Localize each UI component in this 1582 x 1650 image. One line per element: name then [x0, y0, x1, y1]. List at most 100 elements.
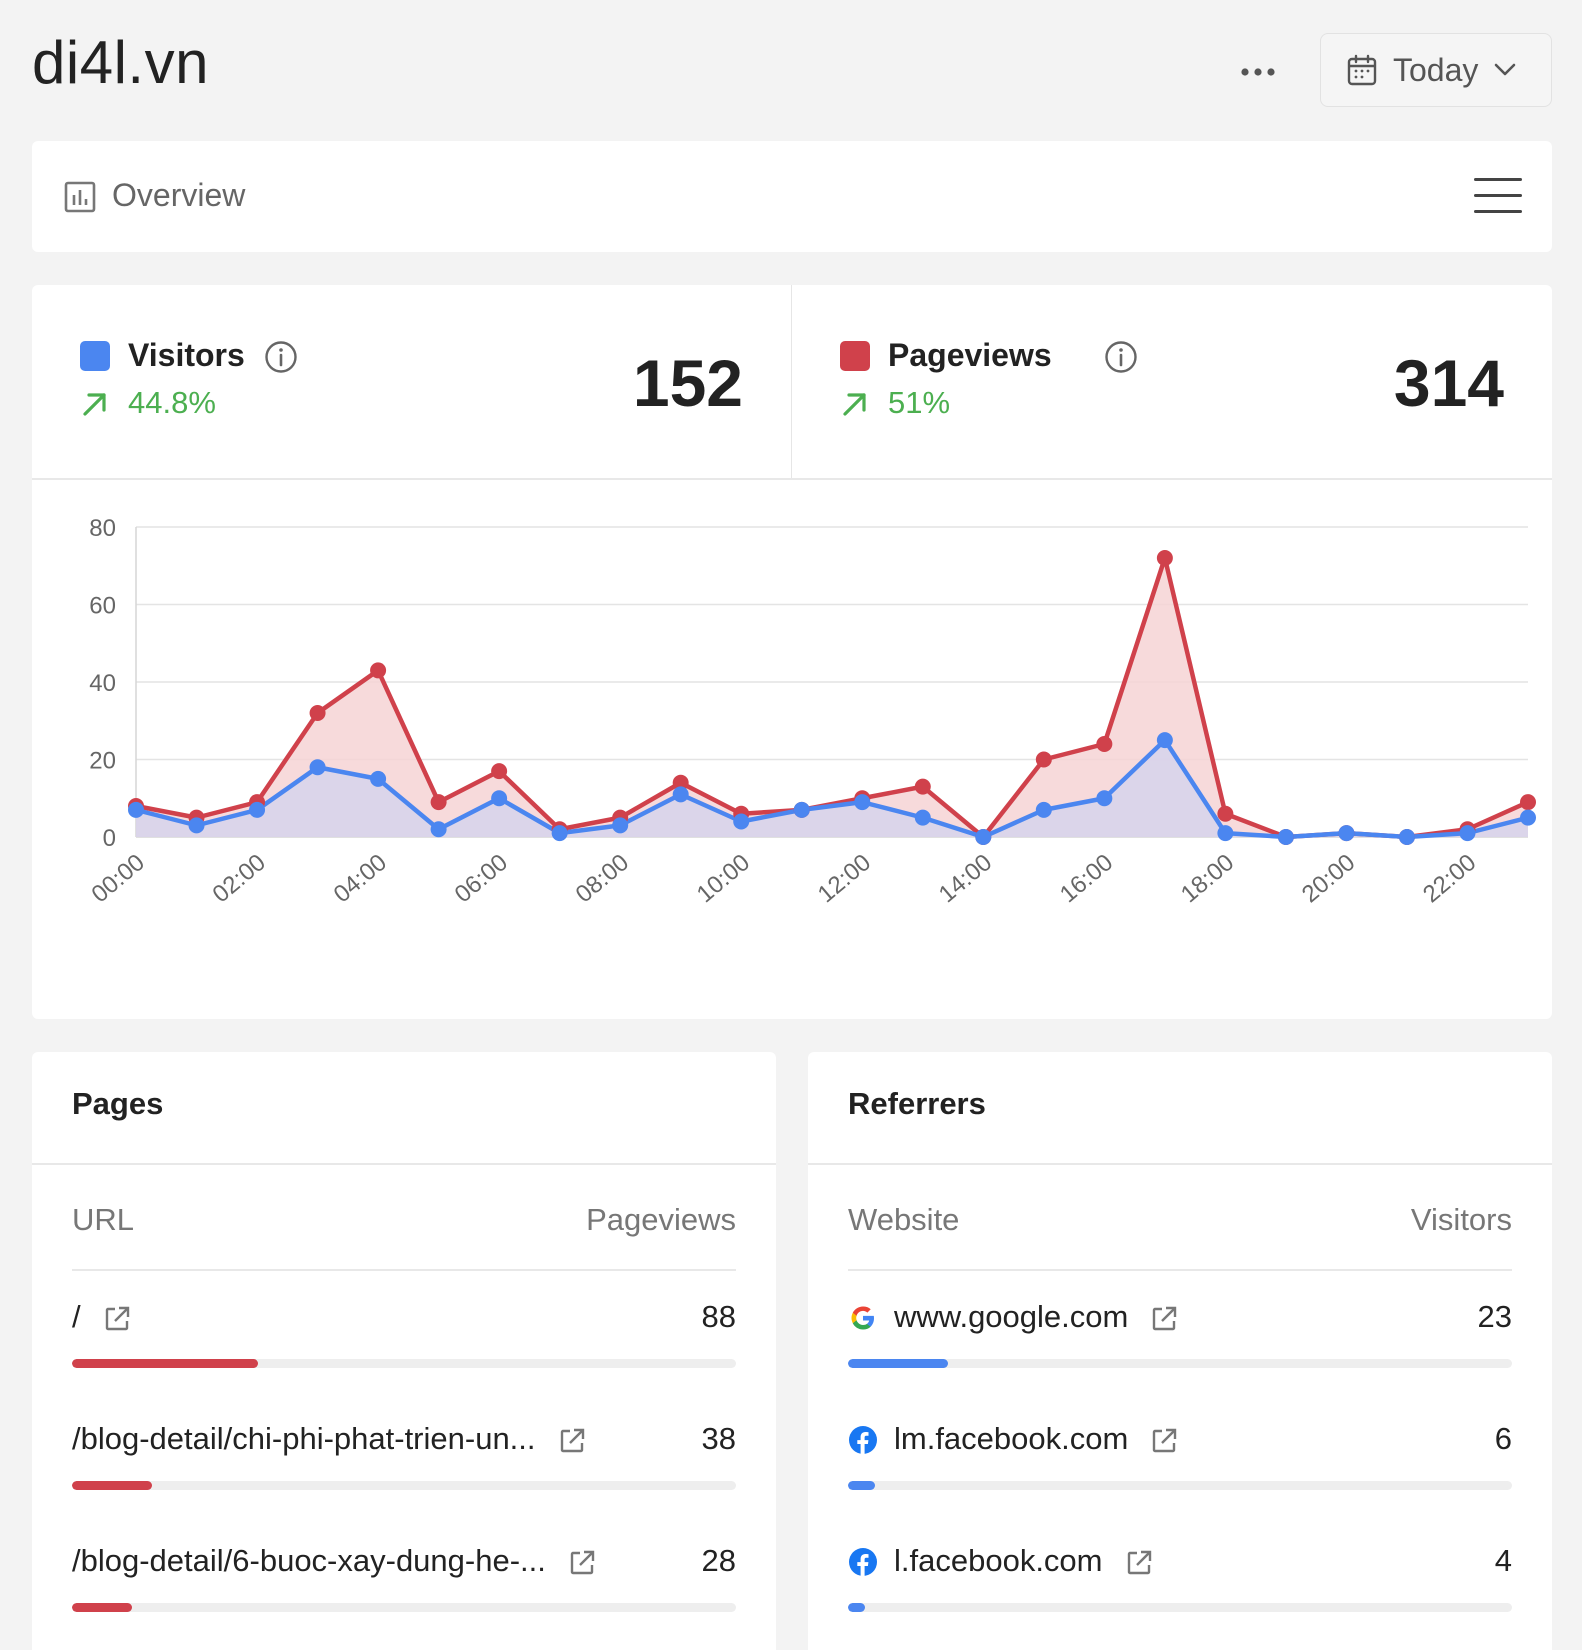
visitors-label: Visitors	[128, 337, 245, 373]
x-tick-label: 08:00	[571, 849, 634, 908]
overview-label: Overview	[112, 177, 246, 213]
date-range-label: Today	[1393, 51, 1479, 88]
stats-card: Visitors 44.8% 152 Pageviews	[32, 285, 1552, 1019]
more-options-button[interactable]	[1236, 50, 1280, 94]
referrer-row[interactable]: lm.facebook.com 6	[848, 1421, 1512, 1541]
data-point-visitors	[612, 817, 629, 834]
external-link-icon[interactable]	[103, 1305, 131, 1333]
data-point-pageviews	[672, 774, 689, 791]
data-point-pageviews	[914, 778, 931, 795]
calendar-icon	[1347, 54, 1377, 86]
page-share-fill	[72, 1359, 258, 1368]
page-share-fill	[72, 1481, 152, 1490]
data-point-visitors	[1398, 829, 1415, 845]
date-range-button[interactable]: Today	[1320, 33, 1552, 107]
visitors-metric[interactable]: Visitors 44.8% 152	[32, 285, 792, 478]
data-point-pageviews	[309, 705, 326, 721]
data-point-visitors	[551, 825, 568, 842]
referrer-site[interactable]: www.google.com	[894, 1299, 1129, 1334]
traffic-chart[interactable]: 0 20 40 60 80 00:00 02:00 04:00 06:00 08:00 10:00 1…	[32, 479, 1552, 1019]
y-tick-label: 0	[103, 825, 116, 852]
x-tick-label: 18:00	[1176, 849, 1239, 908]
data-point-pageviews	[430, 794, 447, 811]
external-link-icon[interactable]	[1150, 1305, 1178, 1333]
data-point-visitors	[370, 770, 387, 787]
data-point-visitors	[1096, 790, 1113, 807]
page-url[interactable]: /blog-detail/chi-phi-phat-trien-un...	[72, 1421, 536, 1456]
pageviews-metric[interactable]: Pageviews 51% 314	[792, 285, 1552, 478]
facebook-icon	[849, 1548, 877, 1576]
referrer-share-bar	[848, 1359, 1512, 1368]
external-link-icon[interactable]	[568, 1549, 596, 1577]
page-row[interactable]: /blog-detail/6-buoc-xay-dung-he-... 28	[72, 1543, 736, 1650]
pageviews-change: 51%	[888, 385, 951, 420]
trend-up-icon	[83, 393, 106, 416]
data-point-visitors	[188, 817, 205, 834]
x-tick-label: 02:00	[208, 849, 271, 908]
page-pageviews: 88	[701, 1299, 736, 1334]
x-tick-label: 16:00	[1055, 849, 1118, 908]
data-point-pageviews	[1156, 550, 1173, 566]
pageviews-label: Pageviews	[888, 337, 1052, 373]
referrer-share-fill	[848, 1481, 875, 1490]
data-point-pageviews	[1096, 736, 1113, 752]
data-point-visitors	[1338, 825, 1355, 842]
info-icon[interactable]	[1104, 340, 1138, 374]
page-url[interactable]: /blog-detail/6-buoc-xay-dung-he-...	[72, 1543, 546, 1578]
url-column-header: URL	[72, 1202, 135, 1237]
data-point-visitors	[1520, 809, 1536, 826]
referrer-share-fill	[848, 1603, 866, 1612]
external-link-icon[interactable]	[1150, 1427, 1178, 1455]
page-row[interactable]: / 88	[72, 1299, 736, 1419]
info-icon[interactable]	[264, 340, 298, 374]
page-row[interactable]: /blog-detail/chi-phi-phat-trien-un... 38	[72, 1421, 736, 1541]
more-horizontal-icon	[1241, 68, 1275, 76]
pageviews-swatch	[840, 341, 870, 371]
pageviews-total: 314	[1393, 346, 1504, 420]
data-point-visitors	[1156, 732, 1173, 749]
data-point-visitors	[430, 821, 447, 838]
y-tick-label: 20	[89, 748, 116, 775]
data-point-pageviews	[1520, 794, 1536, 811]
referrer-site[interactable]: lm.facebook.com	[894, 1421, 1129, 1456]
data-point-visitors	[733, 813, 750, 830]
series-line-visitors	[135, 737, 1529, 840]
external-link-icon[interactable]	[1125, 1549, 1153, 1577]
referrer-visitors: 6	[1494, 1421, 1512, 1456]
referrer-row[interactable]: l.facebook.com 4	[848, 1543, 1512, 1650]
external-link-icon[interactable]	[558, 1427, 586, 1455]
referrers-title: Referrers	[848, 1086, 986, 1121]
data-point-visitors	[491, 790, 508, 807]
data-point-visitors	[975, 829, 992, 845]
data-point-pageviews	[370, 662, 387, 679]
x-tick-label: 10:00	[692, 849, 755, 908]
traffic-chart-svg: 0 20 40 60 80 00:00 02:00 04:00 06:00 08:00 10:00 1…	[86, 515, 1536, 908]
referrer-row[interactable]: www.google.com 23	[848, 1299, 1512, 1419]
page-url[interactable]: /	[72, 1299, 81, 1334]
google-icon	[851, 1306, 874, 1330]
data-point-visitors	[1459, 825, 1476, 842]
referrer-share-bar	[848, 1481, 1512, 1490]
pages-panel: Pages URL Pageviews / 88 /blog-detail/ch…	[32, 1052, 776, 1650]
pageviews-column-header: Pageviews	[586, 1202, 736, 1237]
y-tick-label: 40	[89, 670, 116, 697]
overview-bar: Overview	[32, 141, 1552, 252]
site-title: di4l.vn	[32, 29, 209, 96]
data-point-pageviews	[491, 763, 508, 780]
visitors-change: 44.8%	[128, 385, 216, 420]
hamburger-menu-button[interactable]	[1474, 176, 1522, 216]
page-share-fill	[72, 1603, 132, 1612]
data-point-pageviews	[1217, 805, 1234, 822]
trend-up-icon	[843, 393, 866, 416]
x-tick-label: 14:00	[934, 849, 997, 908]
x-tick-label: 04:00	[329, 849, 392, 908]
page-share-bar	[72, 1603, 736, 1612]
bar-chart-icon	[64, 181, 96, 213]
data-point-visitors	[128, 801, 144, 818]
referrer-site[interactable]: l.facebook.com	[894, 1543, 1103, 1578]
page-pageviews: 28	[701, 1543, 736, 1578]
referrer-share-fill	[848, 1359, 948, 1368]
referrer-visitors: 4	[1494, 1543, 1512, 1578]
menu-icon	[1474, 178, 1522, 181]
